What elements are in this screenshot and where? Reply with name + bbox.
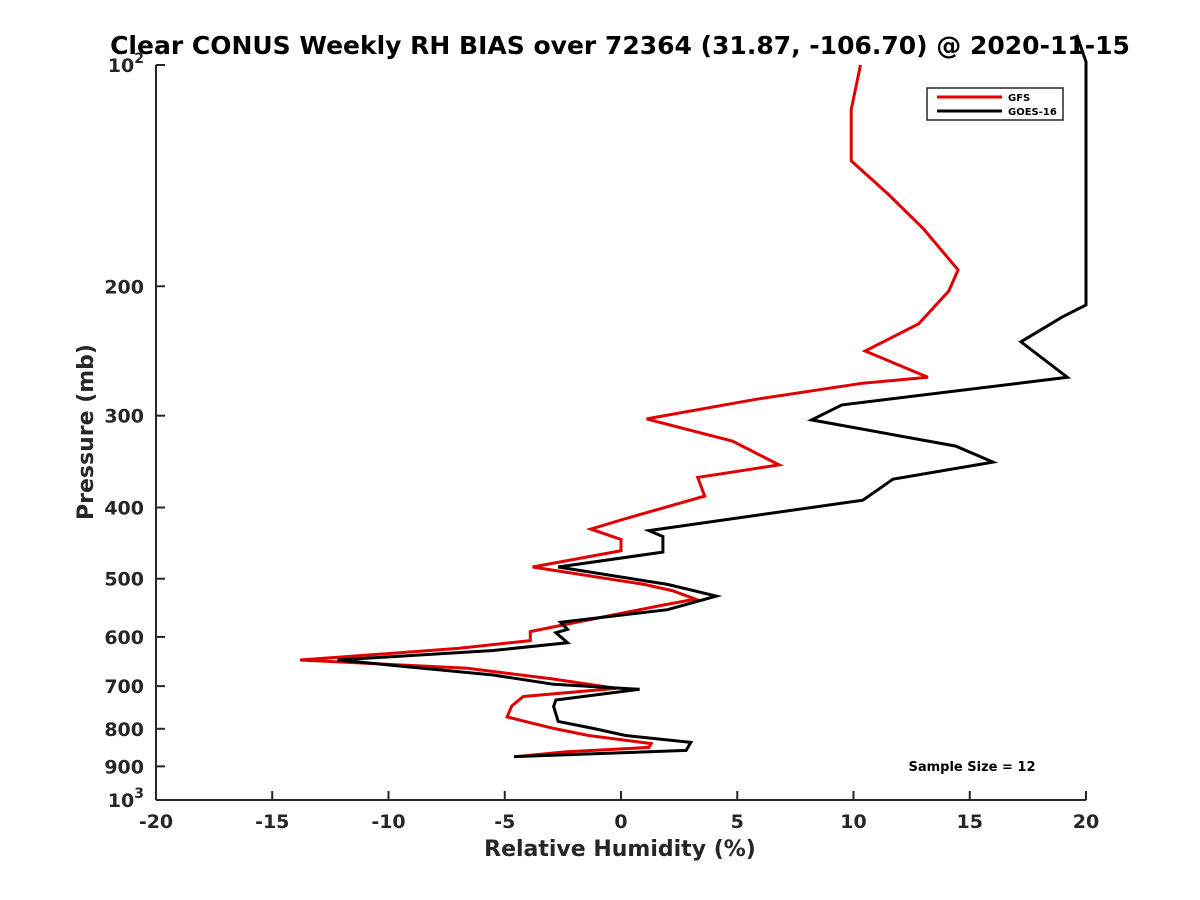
y-ticks: 102 200 300 400 500 600 700 800 900 103	[104, 51, 165, 812]
sample-size-annotation: Sample Size = 12	[908, 760, 1035, 775]
y-tick-label: 400	[104, 498, 144, 520]
x-tick-label: -5	[494, 811, 515, 833]
legend-box	[926, 87, 1064, 121]
series-line-goes16	[337, 34, 1088, 759]
axes	[155, 65, 1086, 801]
legend-label-goes16: GOES-16	[1008, 107, 1057, 118]
x-axis-label: Relative Humidity (%)	[484, 837, 756, 862]
x-tick-label: 5	[731, 811, 744, 833]
y-tick-label: 300	[104, 406, 144, 428]
y-tick-label: 102	[108, 51, 144, 77]
x-ticks: -20 -15 -10 -5 0 5 10 15 20	[139, 791, 1099, 833]
legend: GFS GOES-16	[926, 87, 1064, 121]
x-tick-label: -10	[371, 811, 405, 833]
x-tick-label: 15	[957, 811, 983, 833]
y-tick-label: 600	[104, 627, 144, 649]
y-tick-label: 103	[108, 786, 144, 812]
x-tick-label: -15	[255, 811, 289, 833]
x-tick-label: 20	[1073, 811, 1099, 833]
y-tick-label: 200	[104, 276, 144, 298]
legend-label-gfs: GFS	[1008, 93, 1030, 104]
y-tick-label: 900	[104, 756, 144, 778]
y-tick-label: 500	[104, 569, 144, 591]
y-tick-label: 700	[104, 676, 144, 698]
series-layer	[299, 34, 1088, 759]
chart-title: Clear CONUS Weekly RH BIAS over 72364 (3…	[110, 31, 1130, 60]
x-tick-label: -20	[139, 811, 173, 833]
series-line-gfs	[299, 64, 960, 759]
x-tick-label: 0	[614, 811, 627, 833]
x-tick-label: 10	[840, 811, 866, 833]
y-axis-label: Pressure (mb)	[74, 344, 99, 520]
y-tick-label: 800	[104, 719, 144, 741]
